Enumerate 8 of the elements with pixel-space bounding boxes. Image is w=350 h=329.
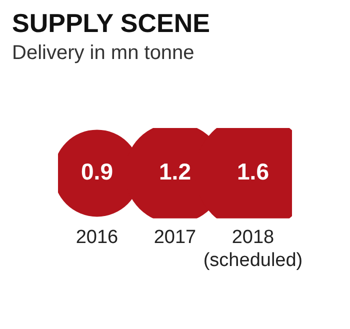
category-label: 2018 (scheduled) [203,227,303,271]
data-label: 1.6 [237,158,269,185]
data-label: 0.9 [81,158,113,185]
data-label: 1.2 [159,158,191,185]
category-label: 2017 [154,227,196,248]
category-label: 2016 [76,227,118,248]
text: SUPPLY SCENE [11,7,211,38]
text: Delivery in mn tonne [11,41,196,66]
